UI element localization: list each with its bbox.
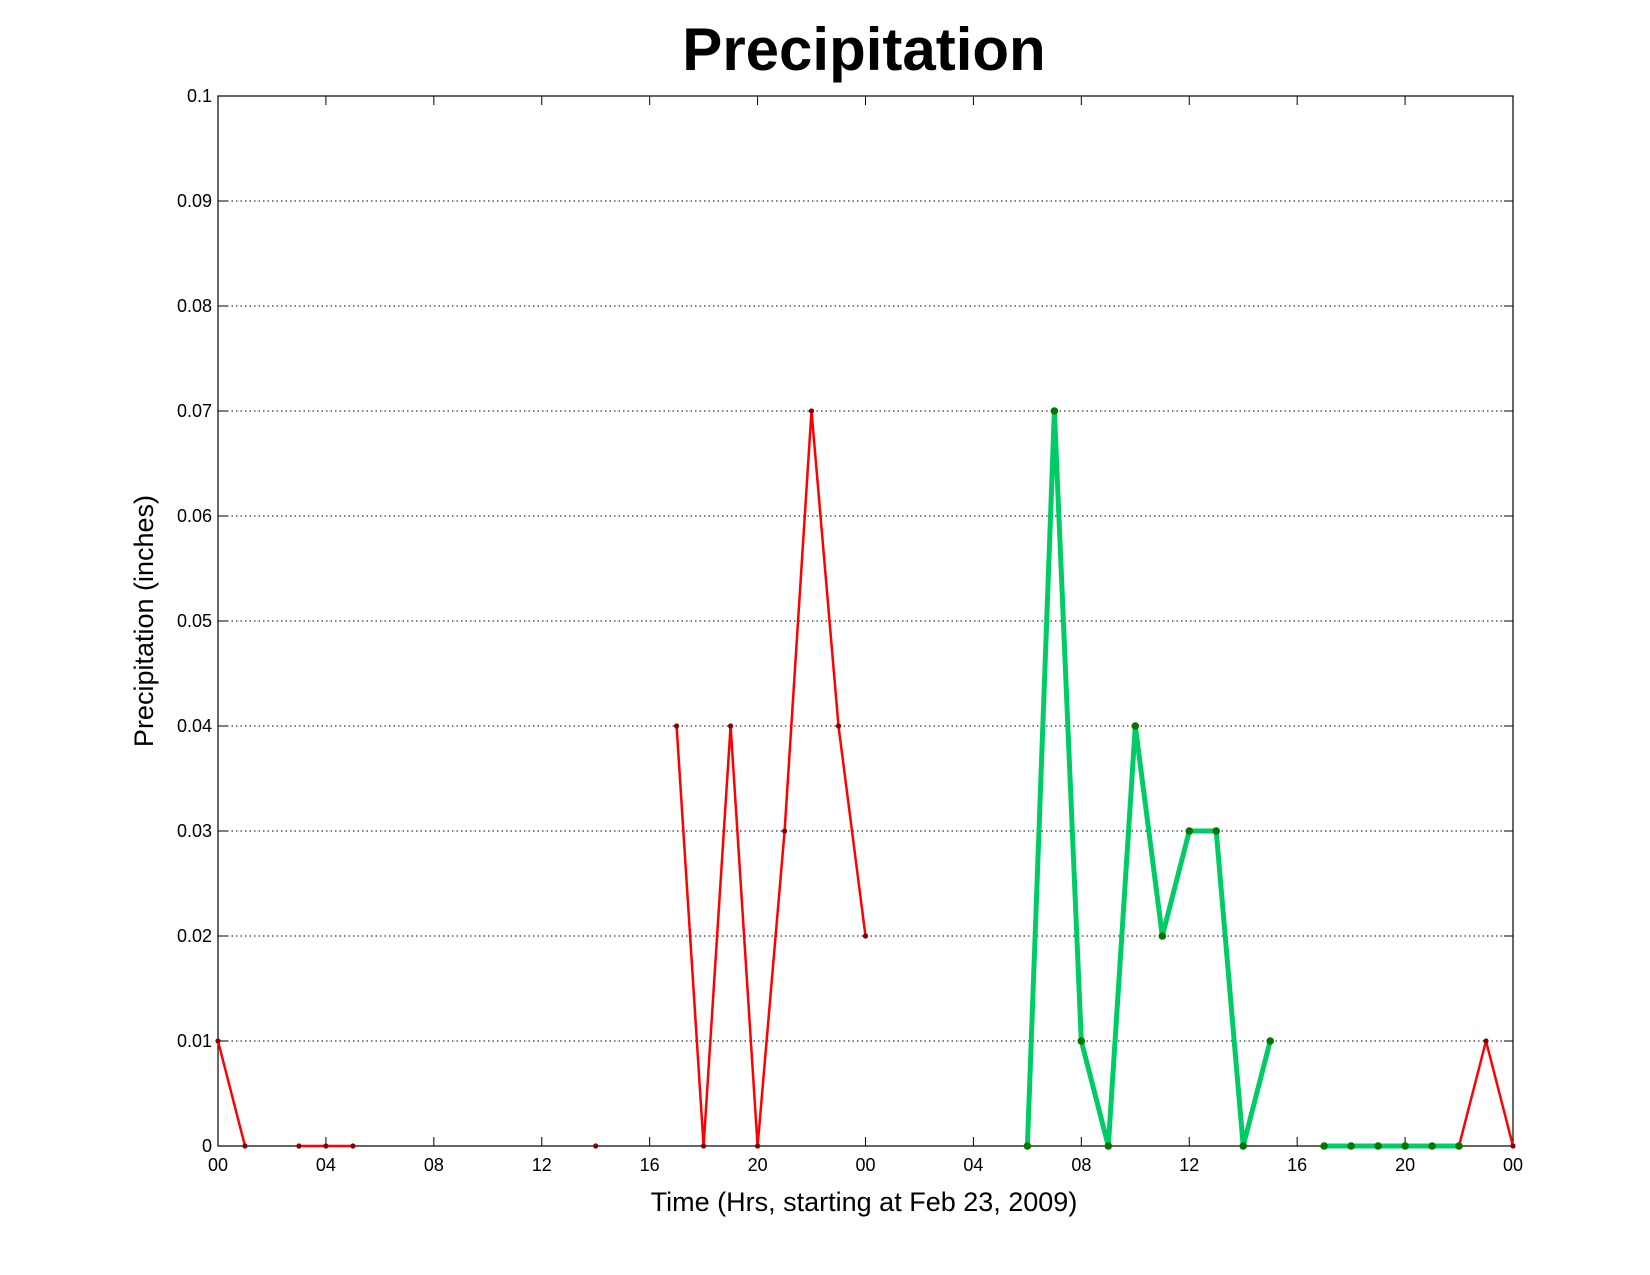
data-point xyxy=(862,933,869,939)
x-tick-label: 16 xyxy=(1287,1155,1307,1175)
data-point xyxy=(242,1143,248,1149)
x-tick-label: 00 xyxy=(855,1155,875,1175)
y-tick-label: 0.08 xyxy=(177,296,212,316)
data-point xyxy=(782,828,788,834)
data-point xyxy=(1347,1142,1355,1150)
data-point xyxy=(350,1143,356,1149)
data-point xyxy=(1320,1142,1328,1150)
data-point xyxy=(701,1143,707,1149)
y-tick-label: 0.02 xyxy=(177,926,212,946)
x-tick-label: 20 xyxy=(1395,1155,1415,1175)
series-line xyxy=(1024,410,1273,1147)
y-tick-label: 0.03 xyxy=(177,821,212,841)
data-point xyxy=(835,723,842,729)
data-point xyxy=(1266,1037,1274,1045)
x-tick-label: 04 xyxy=(963,1155,983,1175)
x-tick-label: 12 xyxy=(532,1155,552,1175)
data-point xyxy=(1455,1142,1463,1150)
data-point xyxy=(728,723,734,729)
x-tick-label: 20 xyxy=(748,1155,768,1175)
y-tick-label: 0.04 xyxy=(177,716,212,736)
data-point xyxy=(1158,932,1167,940)
series-1 xyxy=(215,408,1516,1149)
data-point xyxy=(296,1143,302,1149)
y-axis-label: Precipitation (inches) xyxy=(129,495,159,747)
data-point xyxy=(1401,1142,1409,1150)
x-axis-label: Time (Hrs, starting at Feb 23, 2009) xyxy=(651,1187,1078,1217)
data-point xyxy=(1023,1142,1032,1150)
grid-lines xyxy=(218,200,1513,1042)
y-tick-label: 0 xyxy=(202,1136,212,1156)
data-point xyxy=(1374,1142,1382,1150)
data-point xyxy=(1483,1038,1489,1044)
data-point xyxy=(755,1143,761,1149)
x-tick-label: 00 xyxy=(1503,1155,1523,1175)
data-point xyxy=(1239,1142,1247,1150)
y-tick-label: 0.07 xyxy=(177,401,212,421)
series-2 xyxy=(1023,407,1463,1150)
data-point xyxy=(674,723,680,729)
data-point xyxy=(593,1143,599,1149)
data-point xyxy=(1185,827,1194,835)
y-tick-label: 0.05 xyxy=(177,611,212,631)
x-tick-label: 00 xyxy=(208,1155,228,1175)
data-point xyxy=(1212,827,1220,835)
data-point xyxy=(1131,722,1140,730)
data-point xyxy=(808,408,815,414)
data-point xyxy=(1428,1142,1436,1150)
data-point xyxy=(1077,1037,1086,1045)
y-tick-label: 0.06 xyxy=(177,506,212,526)
series-layer xyxy=(215,407,1516,1150)
y-tick-label: 0.01 xyxy=(177,1031,212,1051)
x-tick-label: 08 xyxy=(1071,1155,1091,1175)
data-point xyxy=(215,1038,221,1044)
chart-title: Precipitation xyxy=(682,16,1045,83)
x-tick-label: 16 xyxy=(640,1155,660,1175)
series-line xyxy=(216,1040,247,1147)
data-point xyxy=(1510,1143,1516,1149)
data-point xyxy=(1050,407,1059,415)
x-tick-label: 08 xyxy=(424,1155,444,1175)
y-tick-label: 0.09 xyxy=(177,191,212,211)
series-line xyxy=(1457,1040,1515,1147)
axis-ticks: 0 0.01 0.02 0.03 0.04 0.05 0.06 0.07 0.08 0.09 0.1… xyxy=(177,86,1523,1175)
series-line xyxy=(675,410,867,1147)
data-point xyxy=(1104,1142,1113,1150)
y-tick-label: 0.1 xyxy=(187,86,212,106)
x-tick-label: 12 xyxy=(1179,1155,1199,1175)
x-tick-label: 04 xyxy=(316,1155,336,1175)
data-point xyxy=(323,1143,329,1149)
